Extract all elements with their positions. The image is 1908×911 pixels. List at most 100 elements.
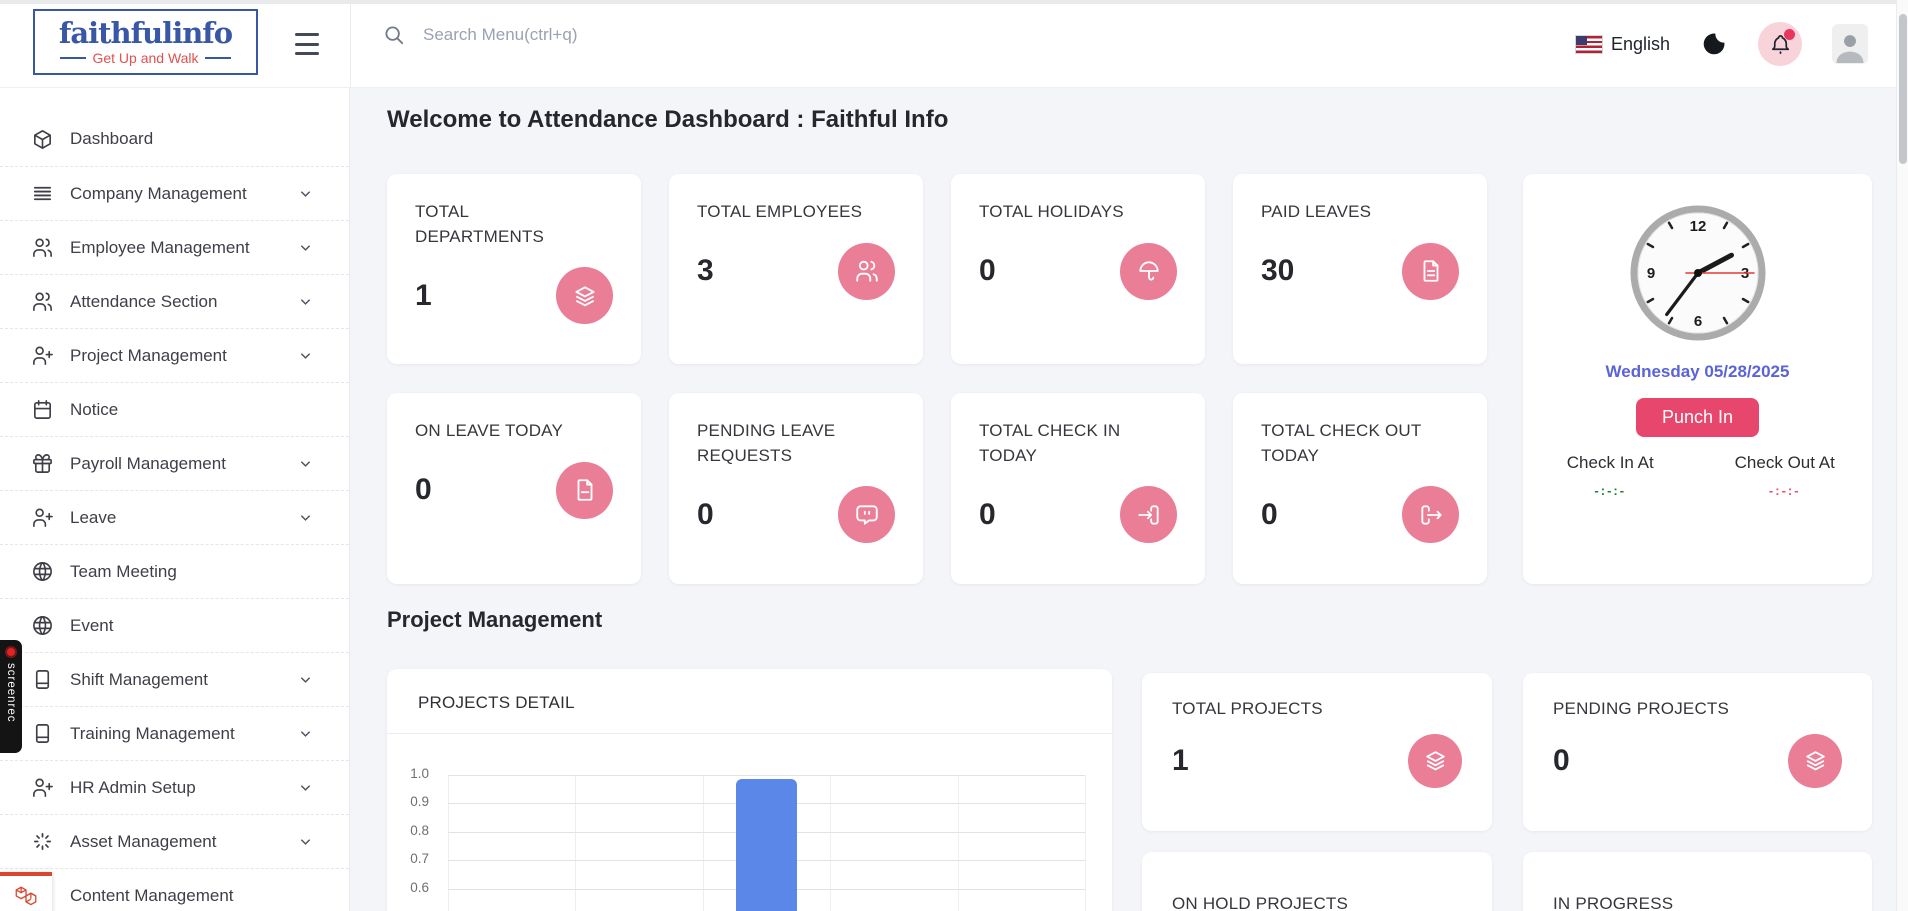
header-divider (350, 0, 351, 88)
calendar-icon (31, 398, 54, 421)
sidebar-item-notice[interactable]: Notice (0, 382, 349, 436)
us-flag-icon (1574, 34, 1603, 54)
search-icon (383, 24, 405, 46)
page-title: Welcome to Attendance Dashboard : Faithf… (387, 106, 949, 133)
sidebar-toggle-icon[interactable] (295, 33, 319, 55)
users-icon (31, 290, 54, 313)
sidebar-item-dashboard[interactable]: Dashboard (0, 112, 349, 166)
chevron-down-icon (298, 294, 313, 309)
sidebar-item-training-management[interactable]: Training Management (0, 706, 349, 760)
sidebar-item-payroll-management[interactable]: Payroll Management (0, 436, 349, 490)
layers-icon (556, 267, 613, 325)
chevron-down-icon (298, 672, 313, 687)
header-actions: English (1574, 0, 1868, 88)
stat-label: TOTAL CHECK IN TODAY (979, 421, 1121, 465)
notebook-icon (31, 722, 54, 745)
hour-hand (1695, 252, 1734, 276)
brand-logo[interactable]: faithfulinfo Get Up and Walk (33, 9, 258, 75)
clock-number-9: 9 (1646, 265, 1654, 282)
stat-value: 1 (1172, 743, 1189, 777)
sidebar-item-leave[interactable]: Leave (0, 490, 349, 544)
chevron-down-icon (298, 240, 313, 255)
layers-icon (1408, 733, 1462, 788)
screen-recorder-overlay[interactable]: screenrec (0, 640, 22, 753)
sidebar-item-event[interactable]: Event (0, 598, 349, 652)
sidebar-item-employee-management[interactable]: Employee Management (0, 220, 349, 274)
stat-label: IN PROGRESS PROJECTS (1553, 894, 1674, 911)
notification-badge (1784, 29, 1795, 40)
login-icon (1120, 486, 1177, 544)
language-selector[interactable]: English (1574, 33, 1670, 55)
users-icon (31, 236, 54, 259)
sidebar-item-content-management[interactable]: Content Management (0, 868, 349, 911)
chevron-down-icon (298, 726, 313, 741)
stat-card-pending-projects: PENDING PROJECTS 0 (1523, 673, 1872, 831)
check-out-label: Check Out At (1734, 453, 1835, 472)
search-input[interactable] (423, 25, 843, 45)
sidebar-item-label: Dashboard (70, 129, 154, 148)
sidebar-item-hr-admin-setup[interactable]: HR Admin Setup (0, 760, 349, 814)
chevron-down-icon (298, 780, 313, 795)
section-title-project-management: Project Management (387, 607, 603, 632)
stat-label: ON LEAVE TODAY (415, 421, 563, 440)
stat-card-total-departments: TOTAL DEPARTMENTS 1 (387, 174, 641, 364)
stat-card-total-holidays: TOTAL HOLIDAYS 0 (951, 174, 1205, 364)
stat-card-total-check-out-today: TOTAL CHECK OUT TODAY 0 (1233, 393, 1487, 584)
stat-label: PAID LEAVES (1261, 202, 1372, 221)
language-label: English (1610, 33, 1670, 54)
sidebar-nav: Dashboard Company Management Employee Ma… (0, 88, 350, 911)
punch-in-button[interactable]: Punch In (1635, 398, 1760, 437)
layers-icon (1788, 733, 1842, 788)
stat-card-pending-leave-requests: PENDING LEAVE REQUESTS 0 (669, 393, 923, 584)
sidebar-item-team-meeting[interactable]: Team Meeting (0, 544, 349, 598)
sidebar-item-label: Attendance Section (70, 291, 218, 311)
stat-value: 0 (697, 497, 714, 531)
stat-card-total-projects: TOTAL PROJECTS 1 (1142, 673, 1492, 831)
sidebar-item-shift-management[interactable]: Shift Management (0, 652, 349, 706)
stat-card-paid-leaves: PAID LEAVES 30 (1233, 174, 1487, 364)
stat-value: 3 (697, 254, 714, 288)
sidebar-item-project-management[interactable]: Project Management (0, 328, 349, 382)
page-scrollbar[interactable] (1896, 0, 1908, 911)
menu-lines-icon (31, 182, 54, 205)
sidebar-item-label: Event (70, 615, 114, 635)
logout-icon (1402, 486, 1459, 544)
stat-card-total-check-in-today: TOTAL CHECK IN TODAY 0 (951, 393, 1205, 584)
check-out-time: -:-:- (1768, 483, 1801, 498)
check-in-label: Check In At (1566, 453, 1654, 472)
sidebar-item-label: Employee Management (70, 237, 250, 257)
sidebar-item-asset-management[interactable]: Asset Management (0, 814, 349, 868)
stat-value: 0 (979, 497, 996, 531)
punch-clock-card: 12 3 6 9 Wednesday 05/28/2025 Punch In C… (1523, 174, 1872, 584)
scrollbar-thumb[interactable] (1899, 14, 1907, 164)
globe-icon (31, 614, 54, 637)
stat-value: 0 (979, 254, 996, 288)
user-avatar[interactable] (1832, 24, 1868, 64)
stat-card-on-hold-projects: ON HOLD PROJECTS (1142, 852, 1492, 911)
sidebar-item-label: Payroll Management (70, 453, 226, 473)
record-dot-icon (5, 646, 17, 658)
stat-card-total-employees: TOTAL EMPLOYEES 3 (669, 174, 923, 364)
stat-label: TOTAL CHECK OUT TODAY (1261, 421, 1422, 465)
sidebar-item-label: Asset Management (70, 831, 217, 851)
current-date: Wednesday 05/28/2025 (1605, 362, 1790, 381)
sidebar-item-label: Team Meeting (70, 561, 177, 581)
y-axis-tick: 0.8 (410, 822, 429, 838)
chevron-down-icon (298, 348, 313, 363)
y-axis-tick: 0.9 (410, 794, 429, 810)
dark-mode-moon-icon[interactable] (1700, 30, 1728, 58)
sidebar-item-attendance-section[interactable]: Attendance Section (0, 274, 349, 328)
sidebar-item-company-management[interactable]: Company Management (0, 166, 349, 220)
user-plus-icon (31, 776, 54, 799)
top-strip (0, 0, 1908, 4)
notifications-bell-icon[interactable] (1758, 22, 1802, 66)
stat-label: TOTAL HOLIDAYS (979, 202, 1124, 221)
stat-label: TOTAL PROJECTS (1172, 699, 1323, 718)
sidebar-item-label: Company Management (70, 183, 247, 203)
menu-search (383, 24, 843, 46)
chart-bar (736, 779, 797, 911)
stat-label: TOTAL EMPLOYEES (697, 202, 863, 221)
main-content: Welcome to Attendance Dashboard : Faithf… (351, 88, 1896, 911)
gift-icon (31, 452, 54, 475)
